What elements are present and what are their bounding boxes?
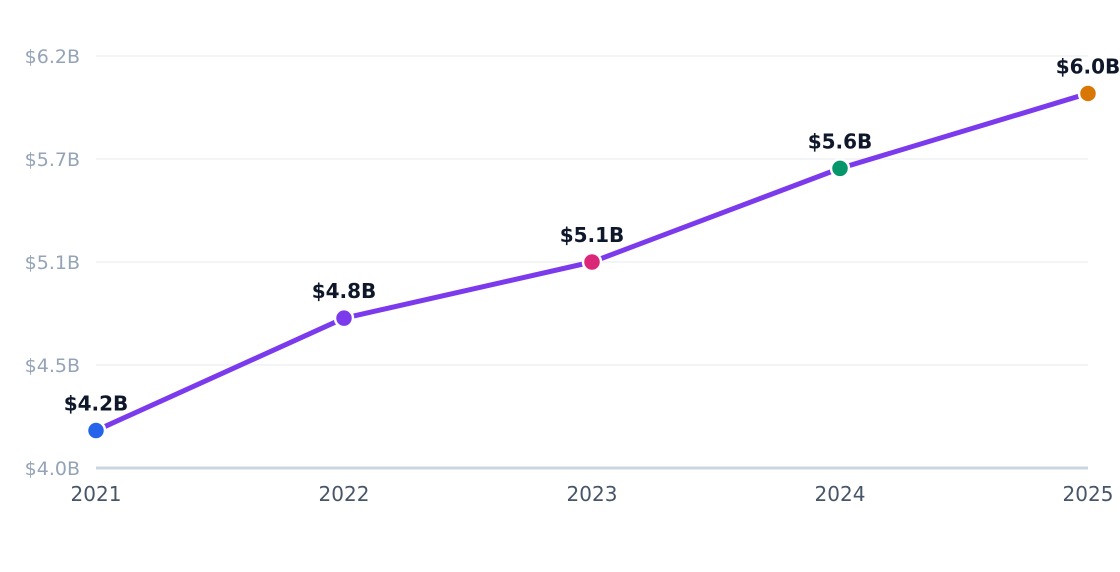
data-point bbox=[829, 158, 851, 179]
data-label: $4.8B bbox=[312, 279, 377, 303]
y-tick-label: $4.5B bbox=[25, 355, 80, 377]
x-tick-label: 2024 bbox=[815, 482, 866, 506]
data-point bbox=[85, 420, 107, 441]
x-tick-label: 2025 bbox=[1063, 482, 1114, 506]
x-tick-label: 2022 bbox=[319, 482, 370, 506]
data-label: $5.6B bbox=[808, 129, 873, 153]
data-label: $6.0B bbox=[1056, 54, 1120, 78]
x-axis-ticks: 2021 2022 2023 2024 2025 bbox=[71, 482, 1114, 506]
y-tick-label: $5.1B bbox=[25, 252, 80, 274]
y-tick-label: $6.2B bbox=[25, 46, 80, 68]
data-label: $4.2B bbox=[64, 392, 129, 416]
y-tick-label: $5.7B bbox=[25, 149, 80, 171]
x-tick-label: 2023 bbox=[567, 482, 618, 506]
data-point bbox=[333, 307, 355, 329]
y-axis-ticks: $4.0B $4.5B $5.1B $5.7B $6.2B bbox=[25, 46, 80, 480]
data-label-layer: $4.2B $4.8B $5.1B $5.6B $6.0B bbox=[64, 54, 1120, 415]
x-tick-label: 2021 bbox=[71, 482, 122, 506]
data-label: $5.1B bbox=[560, 223, 625, 247]
y-tick-label: $4.0B bbox=[25, 458, 80, 480]
data-point bbox=[581, 251, 603, 273]
data-point bbox=[1077, 83, 1099, 104]
point-layer bbox=[85, 83, 1099, 441]
